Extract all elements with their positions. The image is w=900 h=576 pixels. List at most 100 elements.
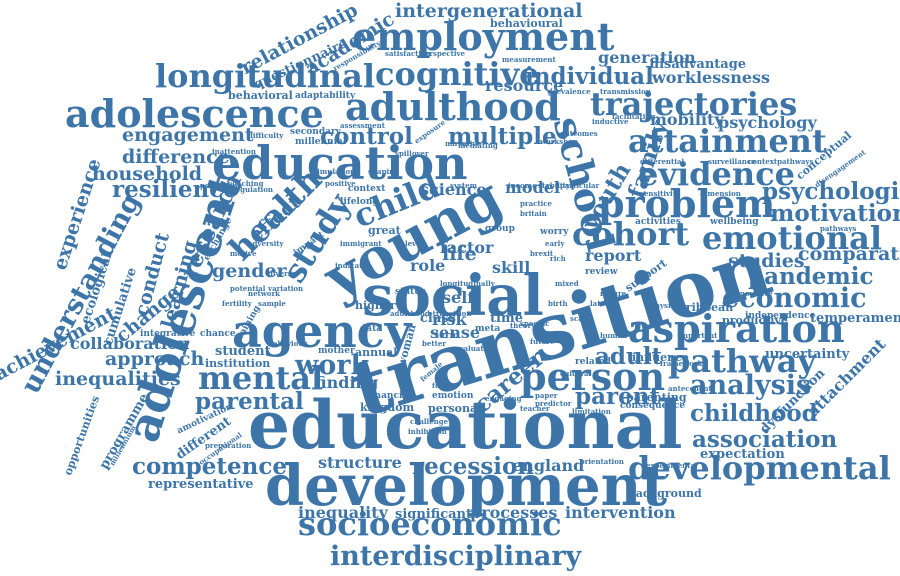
word-intergenerational: intergenerational bbox=[395, 0, 583, 22]
word-particular: particular bbox=[560, 181, 600, 190]
word-annual: annual bbox=[355, 346, 398, 359]
word-brexit: brexit bbox=[530, 249, 554, 258]
word-spillover: spillover bbox=[395, 149, 429, 158]
word-teacher: teacher bbox=[520, 404, 550, 413]
word-productive: productive bbox=[722, 314, 788, 327]
word-millennial: millennial bbox=[295, 137, 347, 147]
word-sample: sample bbox=[258, 299, 286, 308]
word-indicator: indicator bbox=[335, 261, 371, 270]
word-framework: framework bbox=[660, 359, 703, 368]
word-cohort: cohort bbox=[572, 215, 690, 253]
word-engaging: engaging bbox=[485, 394, 522, 403]
word-system: system bbox=[450, 181, 478, 190]
word-pathway: pathway bbox=[668, 342, 817, 380]
word-personal: personal bbox=[428, 402, 482, 415]
word-early: early bbox=[545, 239, 565, 248]
word-innovative: innovative bbox=[732, 289, 773, 298]
word-differential: differential bbox=[640, 157, 685, 166]
word-related: related bbox=[575, 357, 611, 367]
word-factor: factor bbox=[440, 238, 494, 257]
word-inductive: inductive bbox=[592, 117, 629, 126]
word-challenge: challenge bbox=[410, 417, 449, 426]
word-assessment: assessment bbox=[340, 121, 385, 130]
word-contextpathways: contextpathways bbox=[748, 157, 814, 166]
word-competence: competence bbox=[132, 453, 288, 480]
word-longitudinally: longitudinally bbox=[440, 279, 495, 288]
word-integrative: integrative bbox=[140, 329, 196, 339]
word-follow: follow bbox=[432, 381, 456, 390]
word-secondary: secondary bbox=[290, 127, 341, 137]
word-diverse: diverse bbox=[268, 269, 297, 278]
word-pathways: pathways bbox=[820, 224, 857, 233]
word-immigrant: immigrant bbox=[340, 239, 382, 248]
word-risk: risk bbox=[432, 310, 467, 329]
word-mediating: mediating bbox=[458, 141, 498, 150]
word-motive: motive bbox=[230, 249, 257, 258]
word-worklessness: worklessness bbox=[652, 68, 771, 87]
word-temperament: temperament bbox=[810, 311, 900, 326]
word-interdisciplinary: interdisciplinary bbox=[330, 541, 582, 572]
word-future: future bbox=[530, 337, 555, 346]
word-agency: agency bbox=[232, 304, 412, 358]
word-resource: resource bbox=[485, 76, 564, 95]
word-measurement: measurement bbox=[502, 55, 556, 64]
word-satisfaction: satisfaction bbox=[385, 49, 431, 58]
word-longitudinal: longitudinal bbox=[155, 57, 376, 95]
word-theory: theory bbox=[510, 321, 536, 330]
word-social: social bbox=[362, 263, 544, 329]
word-orientation: orientation bbox=[580, 457, 624, 466]
word-engagement: engagement bbox=[122, 124, 254, 146]
word-positive: positive bbox=[325, 179, 356, 188]
word-adulthood: adulthood bbox=[345, 84, 561, 129]
word-meta: meta bbox=[475, 324, 501, 334]
word-household: household bbox=[92, 163, 203, 185]
word-background: background bbox=[628, 487, 702, 500]
word-review: review bbox=[585, 267, 618, 277]
word-status: status bbox=[395, 287, 426, 297]
word-perspective: perspective bbox=[420, 49, 466, 58]
word-higher: higher bbox=[355, 299, 396, 312]
word-cultural: cultural bbox=[560, 369, 592, 378]
word-intervention: intervention bbox=[565, 503, 676, 522]
word-latent: latent bbox=[590, 299, 614, 308]
word-mother: mother bbox=[318, 346, 355, 356]
word-behavioral: behavioral bbox=[228, 89, 293, 102]
word-financial: financial bbox=[368, 391, 412, 401]
word-person: person bbox=[520, 354, 666, 399]
word-comparative: comparative bbox=[798, 243, 900, 265]
word-potential: potential bbox=[230, 284, 266, 293]
word-control: control bbox=[320, 123, 413, 150]
word-economic: economic bbox=[722, 283, 867, 314]
word-consequence: consequence bbox=[620, 401, 686, 411]
word-specific: specific bbox=[520, 319, 550, 328]
word-sense: sense bbox=[430, 323, 481, 342]
word-human: human bbox=[600, 331, 628, 340]
word-generation: generation bbox=[598, 48, 696, 67]
word-emotion: emotion bbox=[432, 391, 474, 401]
word-adversity: adversity bbox=[248, 239, 284, 248]
word-processes: processes bbox=[470, 503, 558, 522]
word-independence: independence bbox=[745, 311, 816, 321]
word-caribbean: caribbean bbox=[672, 301, 734, 314]
word-skill: skill bbox=[492, 258, 531, 277]
word-adaptability: adaptability bbox=[295, 91, 356, 101]
word-institution: institution bbox=[205, 357, 271, 370]
word-parenting: parenting bbox=[626, 391, 687, 404]
word-resilience: resilience bbox=[112, 176, 238, 203]
word-fertility: fertility bbox=[222, 299, 252, 308]
word-trajectories: trajectories bbox=[590, 85, 798, 123]
word-difference: difference bbox=[122, 146, 230, 168]
word-worry: worry bbox=[540, 227, 569, 237]
word-report: report bbox=[585, 246, 642, 265]
word-adulthood-transition: adulthood-transition bbox=[390, 309, 472, 318]
word-education: education bbox=[212, 136, 468, 190]
word-workshop: workshop bbox=[540, 137, 578, 146]
word-population: population bbox=[200, 181, 243, 190]
word-difficulty: difficulty bbox=[248, 131, 284, 140]
word-evaluation: evaluation bbox=[455, 344, 496, 353]
word-behavioural: behavioural bbox=[490, 17, 563, 30]
word-adolescence: adolescence bbox=[65, 91, 324, 136]
word-individual: individual bbox=[525, 63, 654, 90]
word-data: data bbox=[360, 324, 383, 334]
